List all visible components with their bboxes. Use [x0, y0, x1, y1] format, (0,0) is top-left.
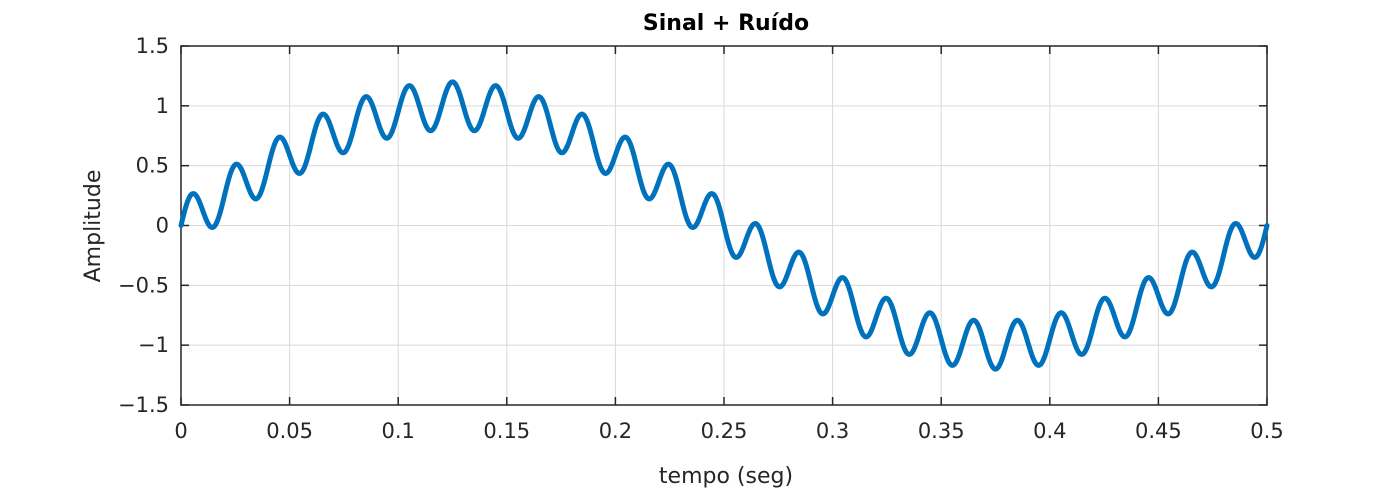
x-tick-label: 0.3 [816, 419, 849, 443]
x-axis-label: tempo (seg) [659, 464, 793, 489]
x-tick-label: 0.35 [918, 419, 965, 443]
x-tick-label: 0.45 [1135, 419, 1182, 443]
y-tick-label: 0 [156, 214, 169, 238]
x-tick-label: 0.05 [266, 419, 313, 443]
chart-title: Sinal + Ruído [643, 11, 809, 36]
y-tick-label: −0.5 [118, 273, 169, 297]
y-tick-label: 0.5 [136, 154, 169, 178]
x-tick-label: 0.1 [381, 419, 414, 443]
x-tick-label: 0.25 [701, 419, 748, 443]
y-tick-label: 1 [156, 94, 169, 118]
x-tick-label: 0.15 [483, 419, 530, 443]
x-tick-label: 0.2 [599, 419, 632, 443]
x-tick-label: 0.4 [1033, 419, 1066, 443]
y-axis: 1.5 1 0.5 0 −0.5 −1 −1.5 [118, 34, 1267, 417]
y-tick-label: −1.5 [118, 393, 169, 417]
y-axis-label: Amplitude [81, 170, 106, 283]
y-tick-label: −1 [138, 333, 169, 357]
y-tick-label: 1.5 [136, 34, 169, 58]
x-tick-label: 0.5 [1250, 419, 1283, 443]
x-axis: 0 0.05 0.1 0.15 0.2 0.25 0.3 0.35 0.4 0.45 0.5 [174, 46, 1284, 443]
x-tick-label: 0 [174, 419, 187, 443]
series-line [178, 79, 1270, 372]
